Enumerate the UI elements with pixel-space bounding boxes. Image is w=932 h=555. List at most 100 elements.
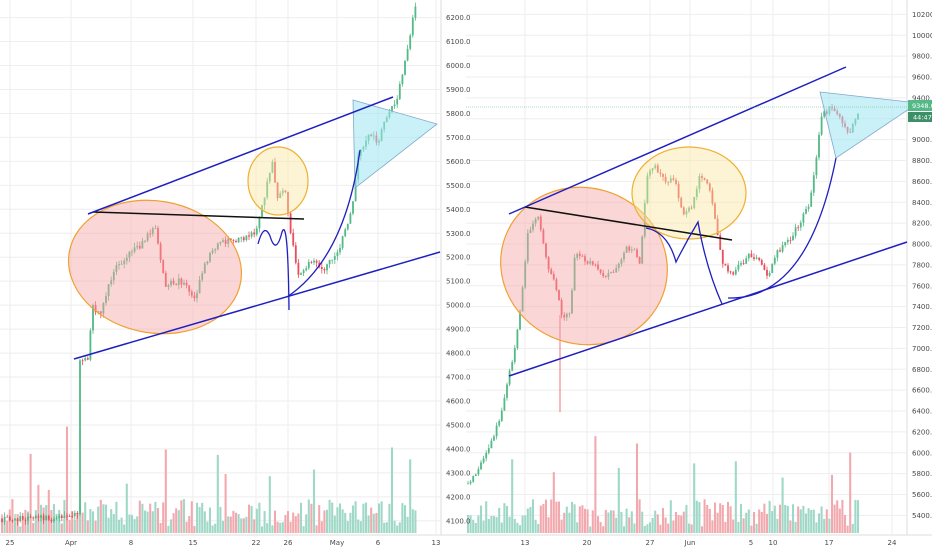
- right-candle: [607, 273, 610, 277]
- right-channel-upper: [508, 66, 847, 215]
- left-candle: [302, 270, 305, 274]
- right-volume-bar: [487, 519, 490, 533]
- right-volume-bar: [784, 504, 787, 533]
- left-candle: [84, 358, 87, 361]
- right-candle: [560, 300, 563, 315]
- left-candle: [170, 280, 172, 286]
- right-volume-bar: [537, 523, 540, 533]
- left-candle: [157, 228, 159, 244]
- left-volume-bar: [253, 519, 256, 533]
- right-candle: [815, 157, 818, 176]
- left-candle: [79, 360, 81, 515]
- left-volume-bar: [325, 509, 329, 533]
- right-volume-bar: [815, 522, 818, 533]
- right-candle: [794, 227, 797, 236]
- right-y-tick-label: 5400.0: [912, 512, 932, 520]
- left-candle: [50, 519, 53, 522]
- left-volume-bar: [6, 520, 9, 533]
- right-volume-bar: [534, 519, 537, 533]
- right-candle: [651, 168, 654, 171]
- left-candle: [3, 516, 6, 522]
- left-candle: [58, 515, 61, 519]
- right-volume-bar: [477, 515, 480, 533]
- right-neckline: [524, 206, 733, 241]
- left-candle: [1, 518, 3, 522]
- right-volume-bar: [830, 474, 834, 533]
- right-volume-bar: [630, 511, 633, 533]
- right-candle: [779, 250, 781, 252]
- right-candle: [599, 269, 602, 273]
- right-x-tick-label: 5: [749, 539, 753, 547]
- left-candle: [227, 238, 230, 244]
- left-volume-bar: [37, 484, 40, 533]
- left-x-tick-label: 6: [376, 539, 381, 547]
- left-volume-bar: [338, 503, 342, 533]
- right-volume-bar: [838, 508, 841, 533]
- left-candle: [401, 74, 404, 85]
- left-volume-bar: [250, 506, 253, 533]
- left-candle: [261, 205, 263, 217]
- right-candle: [555, 279, 558, 291]
- left-volume-bar: [84, 502, 87, 533]
- left-volume-bar: [299, 502, 303, 533]
- right-y-tick-label: 7800.0: [912, 261, 932, 269]
- left-candle: [245, 235, 248, 241]
- right-candle: [649, 170, 651, 176]
- left-volume-bar: [307, 499, 310, 533]
- right-volume-bar: [479, 505, 483, 533]
- right-volume-bar: [778, 504, 782, 533]
- right-candle: [643, 202, 646, 237]
- left-volume-bar: [234, 512, 238, 533]
- right-candle: [760, 260, 763, 265]
- left-volume-bar: [182, 499, 186, 533]
- left-candle: [167, 285, 170, 287]
- left-candle: [172, 280, 175, 284]
- left-volume-bar: [29, 453, 32, 533]
- left-volume-bar: [0, 520, 4, 533]
- right-candle: [727, 265, 729, 272]
- left-candle: [211, 250, 214, 253]
- right-candle: [729, 271, 732, 273]
- right-volume-bar: [482, 520, 485, 533]
- left-candle: [24, 519, 27, 521]
- left-candle: [198, 279, 201, 294]
- left-volume-bar: [167, 525, 170, 533]
- right-candle: [493, 436, 495, 441]
- left-volume-bar: [232, 510, 235, 533]
- left-volume-bar: [68, 519, 71, 533]
- right-volume-bar: [791, 504, 795, 533]
- left-candle: [112, 271, 115, 281]
- left-volume-bar: [188, 515, 191, 533]
- left-candle: [289, 213, 292, 233]
- right-x-tick-label: 17: [825, 539, 834, 547]
- left-volume-bar: [266, 523, 269, 533]
- left-candle: [219, 241, 222, 244]
- right-y-tick-label: 9800.0: [912, 53, 932, 61]
- left-candle: [222, 240, 224, 242]
- left-y-tick-label: 6100.0: [446, 38, 471, 46]
- right-candle: [721, 249, 724, 264]
- right-candle: [563, 314, 566, 318]
- left-candle: [29, 516, 32, 518]
- left-candle: [175, 283, 178, 285]
- left-volume-bar: [271, 525, 274, 533]
- left-volume-bar: [190, 501, 193, 533]
- right-volume-bar: [557, 501, 561, 533]
- left-y-tick-label: 5800.0: [446, 110, 471, 118]
- left-volume-bar: [115, 501, 118, 533]
- right-volume-bar: [591, 510, 594, 533]
- right-y-tick-label: 7200.0: [912, 324, 932, 332]
- left-candle: [404, 60, 406, 75]
- right-candle: [747, 253, 750, 259]
- right-candle: [719, 235, 722, 250]
- left-candle: [242, 237, 245, 241]
- left-candle: [89, 330, 92, 360]
- right-volume-bar: [685, 504, 688, 533]
- right-volume-bar: [752, 512, 756, 533]
- left-candle: [8, 516, 11, 521]
- right-candle: [542, 229, 545, 244]
- right-y-tick-label: 8000.0: [912, 241, 932, 249]
- right-volume-bar: [469, 515, 472, 533]
- left-x-tick-label: 26: [284, 539, 293, 547]
